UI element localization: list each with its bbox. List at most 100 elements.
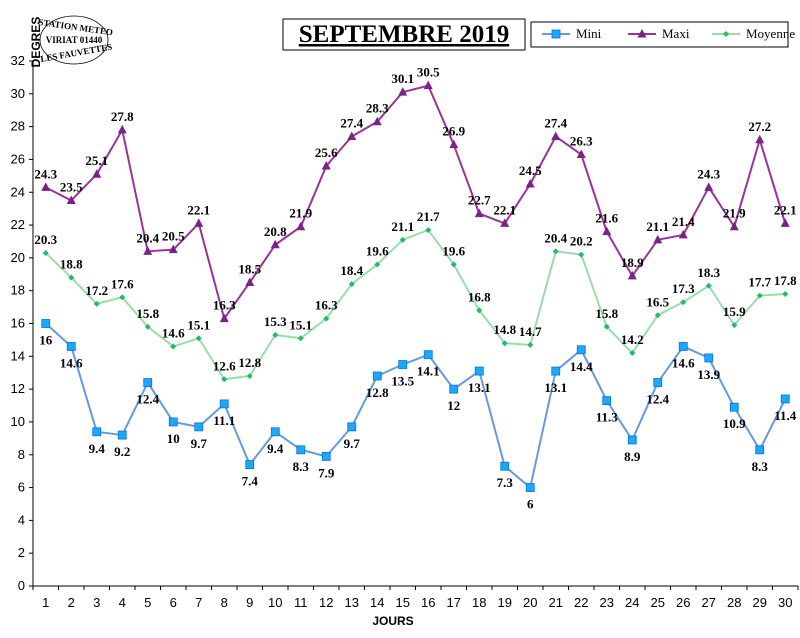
- point-mini: [219, 399, 229, 409]
- title-box: SEPTEMBRE 2019: [282, 18, 526, 51]
- point-mini: [194, 422, 204, 432]
- point-maxi: [627, 270, 637, 280]
- data-label-mini: 12: [447, 398, 460, 413]
- x-tick-label: 19: [498, 595, 512, 610]
- point-mini: [525, 483, 535, 492]
- data-label-moyenne: 17.7: [748, 275, 771, 290]
- point-maxi: [296, 221, 306, 231]
- x-tick-label: 22: [574, 595, 588, 610]
- x-tick-label: 3: [93, 595, 100, 610]
- point-moyenne: [527, 341, 534, 348]
- data-label-moyenne: 12.6: [213, 358, 236, 373]
- point-mini: [423, 350, 433, 360]
- point-maxi: [678, 229, 688, 239]
- point-mini: [296, 445, 306, 455]
- point-mini: [398, 360, 408, 369]
- point-mini: [678, 342, 688, 351]
- series-maxi: [41, 80, 790, 323]
- data-label-moyenne: 15.1: [289, 317, 312, 332]
- data-label-maxi: 20.4: [136, 230, 159, 245]
- point-mini: [500, 461, 510, 471]
- point-moyenne: [654, 312, 661, 319]
- point-maxi: [66, 195, 76, 204]
- point-moyenne: [501, 340, 508, 347]
- x-tick-label: 7: [195, 595, 202, 610]
- data-label-mini: 10.9: [723, 416, 746, 431]
- y-tick-label: 12: [11, 381, 25, 396]
- data-label-mini: 8.9: [624, 449, 641, 464]
- y-tick-label: 22: [11, 217, 25, 232]
- point-mini: [372, 371, 382, 381]
- point-moyenne: [42, 249, 49, 256]
- data-label-mini: 9.7: [344, 436, 361, 451]
- x-tick-label: 10: [268, 595, 282, 610]
- data-label-mini: 7.4: [242, 474, 259, 489]
- point-moyenne: [425, 226, 432, 233]
- point-mini: [347, 422, 357, 432]
- x-axis-title: JOURS: [372, 614, 413, 628]
- data-label-moyenne: 15.8: [136, 306, 159, 321]
- data-label-maxi: 21.1: [646, 219, 669, 234]
- data-label-moyenne: 18.8: [60, 257, 83, 272]
- point-moyenne: [680, 299, 687, 306]
- series-line-moyenne: [45, 228, 786, 381]
- x-tick-label: 23: [600, 595, 614, 610]
- data-label-maxi: 20.8: [264, 224, 287, 239]
- point-mini: [92, 427, 102, 437]
- series-line-maxi: [45, 84, 787, 320]
- y-tick-label: 20: [11, 250, 25, 265]
- x-tick-label: 30: [778, 595, 792, 610]
- data-label-moyenne: 14.2: [621, 332, 644, 347]
- data-label-moyenne: 19.6: [366, 243, 389, 258]
- point-moyenne: [450, 261, 457, 268]
- point-moyenne: [195, 335, 202, 342]
- data-label-mini: 13.1: [544, 380, 567, 395]
- data-label-moyenne: 17.6: [111, 276, 134, 291]
- point-moyenne: [323, 315, 330, 322]
- data-label-maxi: 26.9: [442, 124, 465, 139]
- point-mini: [41, 319, 51, 328]
- point-mini: [627, 435, 637, 445]
- data-label-mini: 7.3: [497, 475, 514, 490]
- data-label-mini: 9.4: [267, 441, 284, 456]
- data-label-moyenne: 16.3: [315, 298, 338, 313]
- point-mini: [780, 394, 790, 404]
- x-tick-label: 13: [345, 595, 359, 610]
- series-line-mini: [45, 322, 787, 489]
- data-label-maxi: 21.9: [289, 206, 312, 221]
- point-moyenne: [705, 282, 712, 289]
- point-maxi: [117, 124, 127, 134]
- point-maxi: [576, 149, 586, 159]
- data-label-mini: 11.4: [774, 408, 797, 423]
- x-tick-label: 28: [727, 595, 741, 610]
- point-maxi: [704, 182, 714, 191]
- point-moyenne: [68, 274, 75, 281]
- point-maxi: [143, 246, 153, 255]
- data-label-maxi: 21.9: [723, 206, 746, 221]
- x-tick-label: 2: [68, 595, 75, 610]
- data-label-mini: 12.8: [366, 385, 389, 400]
- data-label-maxi: 20.5: [162, 229, 185, 244]
- data-label-maxi: 27.4: [340, 115, 363, 130]
- point-maxi: [398, 87, 408, 96]
- station-stamp: STATION METEO VIRIAT 01440 LES FAUVETTES: [38, 15, 114, 65]
- x-tick-label: 24: [625, 595, 639, 610]
- data-label-maxi: 18.9: [621, 255, 644, 270]
- data-label-mini: 13.9: [697, 367, 720, 382]
- point-moyenne: [399, 236, 406, 243]
- point-mini: [653, 378, 663, 387]
- x-tick-label: 15: [396, 595, 410, 610]
- x-tick-label: 9: [246, 595, 253, 610]
- data-label-mini: 9.4: [89, 441, 106, 456]
- point-mini: [474, 366, 484, 376]
- data-label-moyenne: 15.3: [264, 314, 287, 329]
- point-mini: [143, 378, 153, 387]
- chart-title: SEPTEMBRE 2019: [299, 21, 509, 48]
- data-label-moyenne: 20.3: [34, 232, 57, 247]
- data-label-moyenne: 20.4: [544, 230, 567, 245]
- point-maxi: [653, 234, 663, 244]
- y-tick-label: 4: [18, 512, 25, 527]
- data-label-mini: 7.9: [318, 465, 335, 480]
- point-maxi: [729, 221, 739, 231]
- point-maxi: [449, 139, 459, 149]
